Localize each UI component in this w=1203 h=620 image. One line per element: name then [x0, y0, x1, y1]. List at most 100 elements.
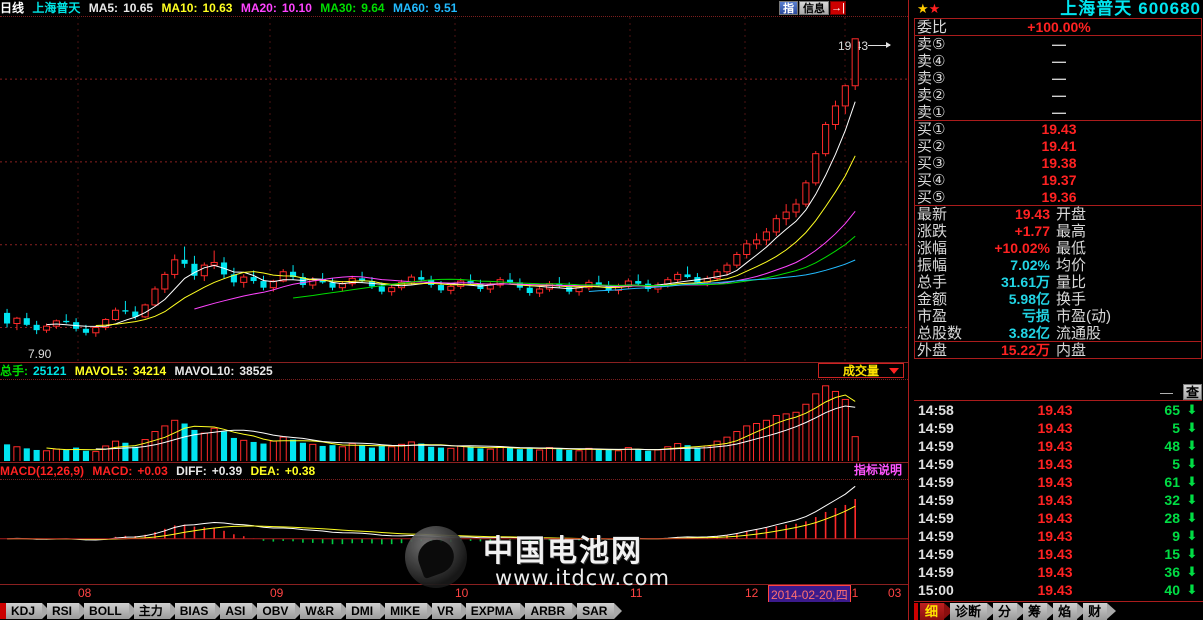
quote-tab-0[interactable]: 细 — [920, 602, 954, 620]
bid-label: 买① — [917, 121, 946, 138]
stat-label: 外盘 — [917, 342, 948, 359]
indicator-tab-vr[interactable]: VR — [432, 603, 469, 619]
tick-row[interactable]: 14:59 19.43 9 ⬇ — [914, 527, 1202, 545]
indicator-description-button[interactable]: 指标说明 — [851, 463, 904, 478]
ma-info-bar: 日线 上海普天 MA5: 10.65 MA10: 10.63 MA20: 10.10 … — [0, 0, 908, 16]
stat-label-2: 最低 — [1056, 240, 1087, 257]
volume-chart-pane[interactable] — [0, 379, 908, 461]
stat-label-2: 流通股 — [1056, 325, 1102, 342]
tick-volume: 32 — [1164, 492, 1180, 508]
tick-direction-down-icon: ⬇ — [1186, 492, 1198, 507]
bid-row: 买⑤ 19.36 — [915, 189, 1201, 206]
volume-indicator-selector[interactable]: 成交量 — [818, 363, 904, 378]
statistics-rows: 最新 19.43 开盘 涨跌 +1.77 最高 涨幅 +10.02% 最低 振幅 7.02% 均价 总手… — [915, 206, 1201, 359]
price-chart-pane[interactable]: 19.43 7.90 — [0, 16, 908, 361]
ask-value: — — [1052, 70, 1066, 86]
tick-row[interactable]: 14:59 19.43 36 ⬇ — [914, 563, 1202, 581]
tick-search-button[interactable]: 查 — [1182, 384, 1202, 400]
indicator-tab-sar[interactable]: SAR — [577, 603, 623, 619]
tick-table[interactable]: 14:58 19.43 65 ⬇ 14:59 19.43 5 ⬇ 14:59 19.43 48 ⬇ 14… — [914, 401, 1202, 599]
quote-tab-5[interactable]: 财 — [1083, 602, 1117, 620]
tick-row[interactable]: 14:59 19.43 32 ⬇ — [914, 491, 1202, 509]
tick-direction-down-icon: ⬇ — [1186, 546, 1198, 561]
stat-row: 涨幅 +10.02% 最低 — [915, 240, 1201, 257]
mavol10-label: MAVOL10: — [174, 364, 235, 378]
ma30-value: 9.64 — [361, 1, 385, 15]
indicator-tab-[interactable]: 主力 — [133, 603, 178, 619]
star-red-icon[interactable]: ★ — [928, 1, 941, 16]
stat-row: 外盘 15.22万 内盘 — [915, 342, 1201, 359]
tick-row[interactable]: 14:58 19.43 65 ⬇ — [914, 401, 1202, 419]
stat-value: 3.82亿 — [1008, 325, 1050, 341]
indicator-tab-asi[interactable]: ASI — [220, 603, 261, 619]
tick-time: 14:59 — [918, 438, 954, 454]
stat-value: 亏损 — [1022, 308, 1050, 324]
mavol5-label: MAVOL5: — [74, 364, 128, 378]
bid-row: 买③ 19.38 — [915, 155, 1201, 172]
tick-row[interactable]: 15:00 19.43 40 ⬇ — [914, 581, 1202, 599]
date-tick: 03 — [888, 586, 902, 600]
tick-direction-down-icon: ⬇ — [1186, 528, 1198, 543]
date-tick: 09 — [270, 586, 284, 600]
macd-series-svg — [0, 485, 908, 545]
tick-row[interactable]: 14:59 19.43 5 ⬇ — [914, 455, 1202, 473]
indicator-toggle-button[interactable]: 指 — [779, 1, 798, 15]
quote-tab-2[interactable]: 分 — [993, 602, 1027, 620]
indicator-tab-kdj[interactable]: KDJ — [6, 603, 51, 619]
ask-row: 卖⑤ — — [915, 36, 1201, 53]
tick-row[interactable]: 14:59 19.43 48 ⬇ — [914, 437, 1202, 455]
period-label[interactable]: 日线 — [0, 1, 25, 15]
tick-volume: 36 — [1164, 564, 1180, 580]
info-button[interactable]: 信息 — [799, 1, 829, 15]
ma30-label: MA30: — [320, 1, 357, 15]
quote-tab-4[interactable]: 焰 — [1053, 602, 1087, 620]
stat-value: 5.98亿 — [1008, 291, 1050, 307]
stat-label: 金额 — [917, 291, 948, 308]
favorite-stars[interactable]: ★★ — [917, 2, 940, 16]
bid-row: 买① 19.43 — [915, 121, 1201, 138]
stat-label: 市盈 — [917, 308, 948, 325]
indicator-tab-rsi[interactable]: RSI — [47, 603, 88, 619]
volume-selector-label: 成交量 — [842, 364, 879, 378]
dea-value: +0.38 — [284, 464, 316, 478]
indicator-tab-wr[interactable]: W&R — [300, 603, 349, 619]
tick-volume: 5 — [1172, 456, 1180, 472]
macd-title: MACD(12,26,9) — [0, 464, 85, 478]
indicator-tab-expma[interactable]: EXPMA — [465, 603, 529, 619]
stat-value-2 — [1126, 291, 1201, 308]
quote-tab-3[interactable]: 筹 — [1023, 602, 1057, 620]
tick-price: 19.43 — [1037, 492, 1073, 508]
tick-time: 14:59 — [918, 456, 954, 472]
tick-time: 15:00 — [918, 582, 954, 598]
indicator-tab-arbr[interactable]: ARBR — [525, 603, 580, 619]
tick-row[interactable]: 14:59 19.43 61 ⬇ — [914, 473, 1202, 491]
indicator-tab-obv[interactable]: OBV — [257, 603, 304, 619]
star-yellow-icon[interactable]: ★ — [917, 1, 929, 16]
chart-column: 日线 上海普天 MA5: 10.65 MA10: 10.63 MA20: 10.10 … — [0, 0, 908, 620]
indicator-tab-bias[interactable]: BIAS — [174, 603, 224, 619]
tick-row[interactable]: 14:59 19.43 15 ⬇ — [914, 545, 1202, 563]
tick-direction-down-icon: ⬇ — [1186, 420, 1198, 435]
stat-value: +10.02% — [994, 240, 1050, 256]
quote-tab-1[interactable]: 诊断 — [950, 602, 997, 620]
tick-direction-down-icon: ⬇ — [1186, 582, 1198, 597]
indicator-tab-dmi[interactable]: DMI — [346, 603, 389, 619]
macd-info-bar: MACD(12,26,9) MACD: +0.03 DIFF: +0.39 DEA:… — [0, 462, 908, 479]
tick-volume: 28 — [1164, 510, 1180, 526]
quote-stock-title: 上海普天 600680 — [1060, 0, 1201, 18]
stat-value: 7.02% — [1010, 257, 1050, 273]
macd-chart-pane[interactable] — [0, 479, 908, 584]
indicator-tab-boll[interactable]: BOLL — [84, 603, 137, 619]
stat-label-2: 市盈(动) — [1056, 308, 1111, 325]
stat-value-2 — [1126, 308, 1201, 325]
stat-row: 涨跌 +1.77 最高 — [915, 223, 1201, 240]
tick-row[interactable]: 14:59 19.43 5 ⬇ — [914, 419, 1202, 437]
stat-row: 市盈 亏损 市盈(动) — [915, 308, 1201, 325]
collapse-panel-icon[interactable]: →| — [830, 1, 846, 15]
quote-panel: ★★ 上海普天 600680 委比 +100.00% 卖⑤ — 卖④ — 卖③ — 卖② — 卖①… — [908, 0, 1203, 620]
diff-value: +0.39 — [211, 464, 243, 478]
tick-row[interactable]: 14:59 19.43 28 ⬇ — [914, 509, 1202, 527]
tick-price: 19.43 — [1037, 402, 1073, 418]
bid-label: 买⑤ — [917, 189, 946, 206]
indicator-tab-mike[interactable]: MIKE — [385, 603, 436, 619]
